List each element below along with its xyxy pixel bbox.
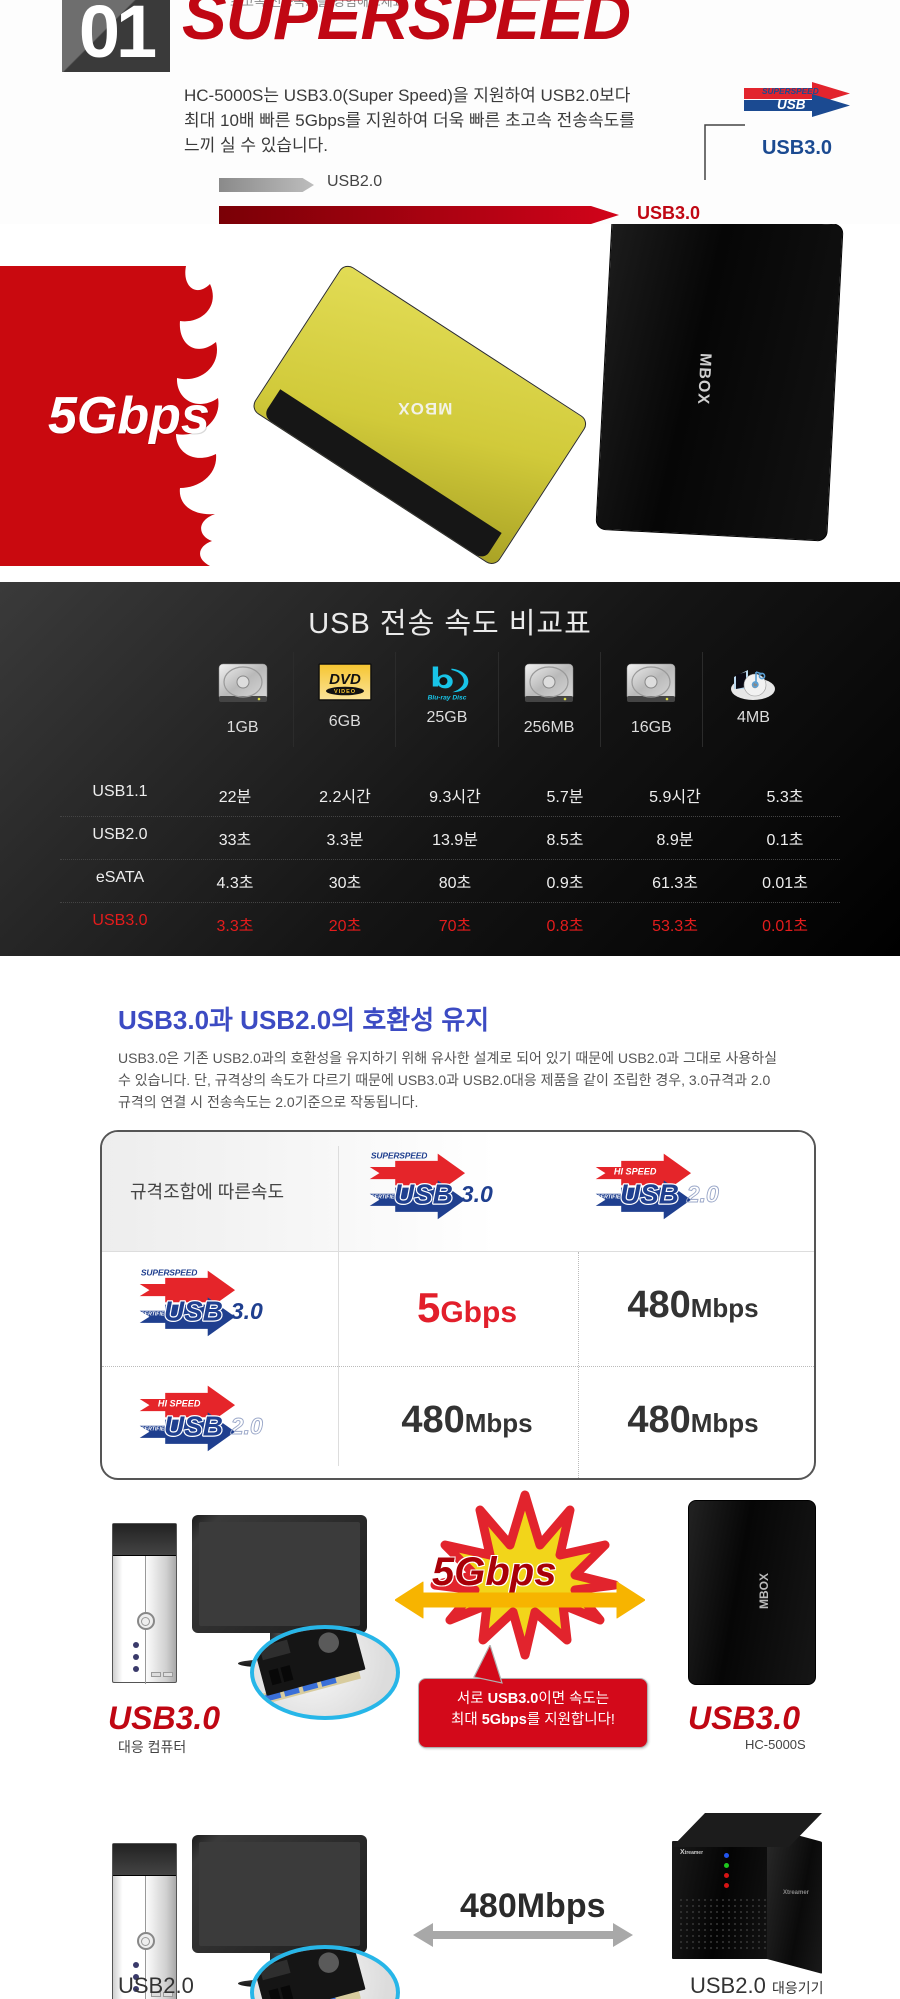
svg-text:SUPERSPEED: SUPERSPEED <box>762 86 819 96</box>
svg-text:USB: USB <box>777 97 806 112</box>
svg-text:2.0: 2.0 <box>686 1181 719 1207</box>
svg-text:USB: USB <box>164 1295 223 1326</box>
svg-text:Blu-ray Disc: Blu-ray Disc <box>428 694 467 701</box>
svg-text:3.0: 3.0 <box>461 1181 493 1207</box>
svg-text:HI SPEED: HI SPEED <box>614 1166 657 1176</box>
svg-text:HI SPEED: HI SPEED <box>158 1398 201 1408</box>
svg-text:2.0: 2.0 <box>230 1413 263 1439</box>
svg-text:SUPERSPEED: SUPERSPEED <box>141 1268 197 1278</box>
svg-text:USB: USB <box>164 1410 223 1441</box>
svg-text:USB: USB <box>620 1178 679 1209</box>
svg-text:USB: USB <box>394 1178 453 1209</box>
svg-text:3.0: 3.0 <box>231 1298 263 1324</box>
svg-text:SUPERSPEED: SUPERSPEED <box>371 1151 427 1161</box>
svg-text:VIDEO: VIDEO <box>334 689 356 695</box>
svg-text:DVD: DVD <box>329 671 361 688</box>
